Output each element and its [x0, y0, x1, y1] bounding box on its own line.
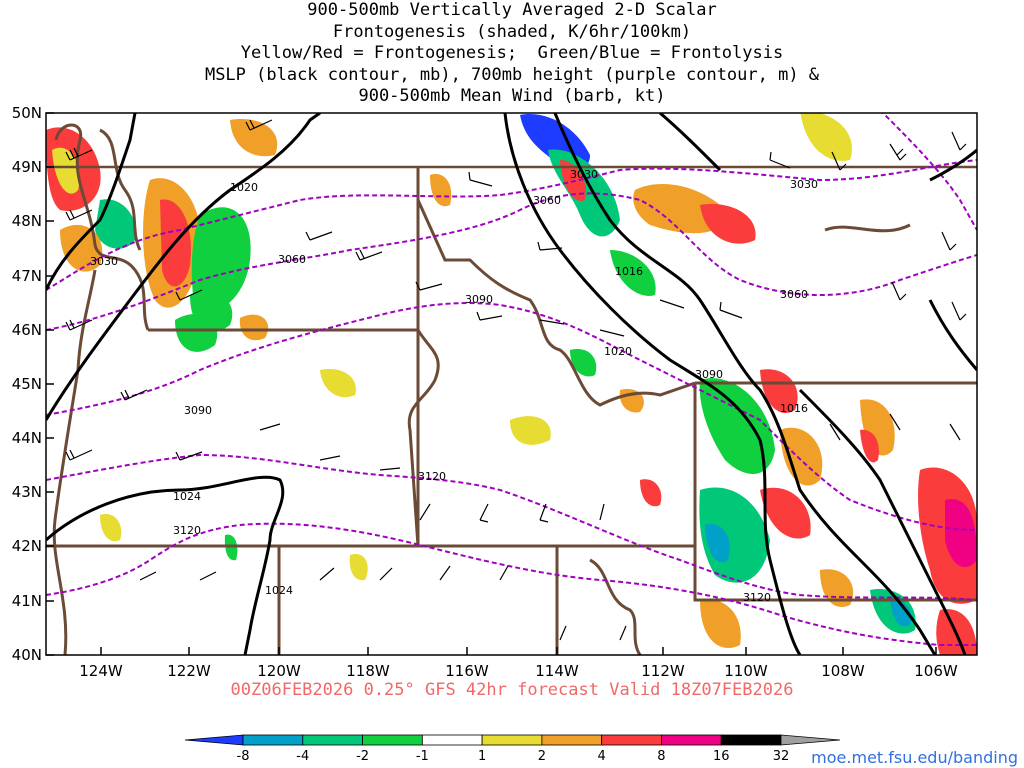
colorbar-label: 32: [773, 749, 790, 764]
latitude-axis: 50N 49N 48N 47N 46N 45N 44N 43N 42N 41N …: [12, 104, 54, 664]
height-label: 3060: [533, 194, 561, 207]
height-label: 3030: [570, 168, 598, 181]
height-contours: [46, 113, 977, 646]
height-label: 3090: [184, 404, 212, 417]
lat-label: 45N: [12, 375, 42, 393]
lon-label: 116W: [445, 662, 489, 680]
colorbar-label: -8: [237, 749, 250, 764]
colorbar-label: 8: [657, 749, 665, 764]
colorbar-label: 2: [538, 749, 546, 764]
lon-label: 110W: [724, 662, 768, 680]
colorbar-swatch: [661, 734, 722, 746]
lat-label: 44N: [12, 429, 42, 447]
mslp-label: 1020: [604, 345, 632, 358]
lat-label: 48N: [12, 212, 42, 230]
lon-label: 112W: [641, 662, 685, 680]
political-borders: [46, 123, 977, 655]
colorbar-label: 16: [713, 749, 730, 764]
title-line-5: 900-500mb Mean Wind (barb, kt): [358, 86, 666, 106]
colorbar-label: 4: [598, 749, 606, 764]
colorbar-arrow-high: [780, 734, 841, 746]
mslp-label: 1016: [615, 265, 643, 278]
height-label: 3030: [790, 178, 818, 191]
mslp-label: 1016: [780, 402, 808, 415]
colorbar-swatch: [481, 734, 543, 746]
mslp-contours: [46, 113, 977, 655]
lat-label: 50N: [12, 104, 42, 122]
title-line-1: 900-500mb Vertically Averaged 2-D Scalar: [307, 0, 717, 20]
lon-label: 106W: [914, 662, 958, 680]
height-label: 3030: [90, 255, 118, 268]
lat-label: 41N: [12, 592, 42, 610]
colorbar-swatch: [242, 734, 304, 746]
height-label: 3120: [418, 470, 446, 483]
lon-label: 122W: [167, 662, 211, 680]
title-line-3: Yellow/Red = Frontogenesis; Green/Blue =…: [240, 43, 784, 63]
colorbar-swatch: [421, 734, 483, 746]
height-label: 3060: [780, 288, 808, 301]
colorbar-label: -2: [356, 749, 369, 764]
colorbar-label: 1: [478, 749, 486, 764]
lon-label: 124W: [79, 662, 123, 680]
lon-label: 108W: [821, 662, 865, 680]
contour-labels: 1020 1016 1020 1016 1024 1024 3030 3060 …: [90, 168, 818, 604]
mslp-label: 1024: [265, 584, 293, 597]
colorbar-label: -4: [296, 749, 309, 764]
lat-label: 46N: [12, 321, 42, 339]
lat-label: 42N: [12, 537, 42, 555]
colorbar-swatch: [601, 734, 662, 746]
lat-label: 47N: [12, 267, 42, 285]
lon-label: 114W: [535, 662, 579, 680]
colorbar-swatch: [362, 734, 423, 746]
title-line-2: Frontogenesis (shaded, K/6hr/100km): [332, 21, 692, 42]
colorbar-label: -1: [416, 749, 429, 764]
title-line-4: MSLP (black contour, mb), 700mb height (…: [204, 64, 820, 85]
lat-label: 49N: [12, 158, 42, 176]
colorbar-swatch: [302, 734, 363, 746]
forecast-valid-line: 00Z06FEB2026 0.25° GFS 42hr forecast Val…: [230, 680, 794, 700]
map-title: 900-500mb Vertically Averaged 2-D Scalar…: [0, 0, 1024, 108]
height-label: 3090: [695, 368, 723, 381]
lat-label: 43N: [12, 483, 42, 501]
colorbar-arrow-low: [184, 734, 244, 746]
height-label: 3120: [173, 524, 201, 537]
wind-barbs: [65, 119, 967, 641]
longitude-axis: 124W 122W 120W 118W 116W 114W 112W 110W …: [79, 647, 958, 680]
mslp-label: 1020: [230, 181, 258, 194]
lat-label: 40N: [12, 646, 42, 664]
height-label: 3060: [278, 253, 306, 266]
colorbar-swatch: [720, 734, 782, 746]
colorbar-swatch: [541, 734, 603, 746]
lon-label: 118W: [346, 662, 390, 680]
colorbar: -8 -4 -2 -1 1 2 4 8 16 32: [184, 734, 841, 764]
source-credit: moe.met.fsu.edu/banding: [811, 748, 1018, 767]
mslp-label: 1024: [173, 490, 201, 503]
height-label: 3120: [743, 591, 771, 604]
lon-label: 120W: [257, 662, 301, 680]
height-label: 3090: [465, 293, 493, 306]
